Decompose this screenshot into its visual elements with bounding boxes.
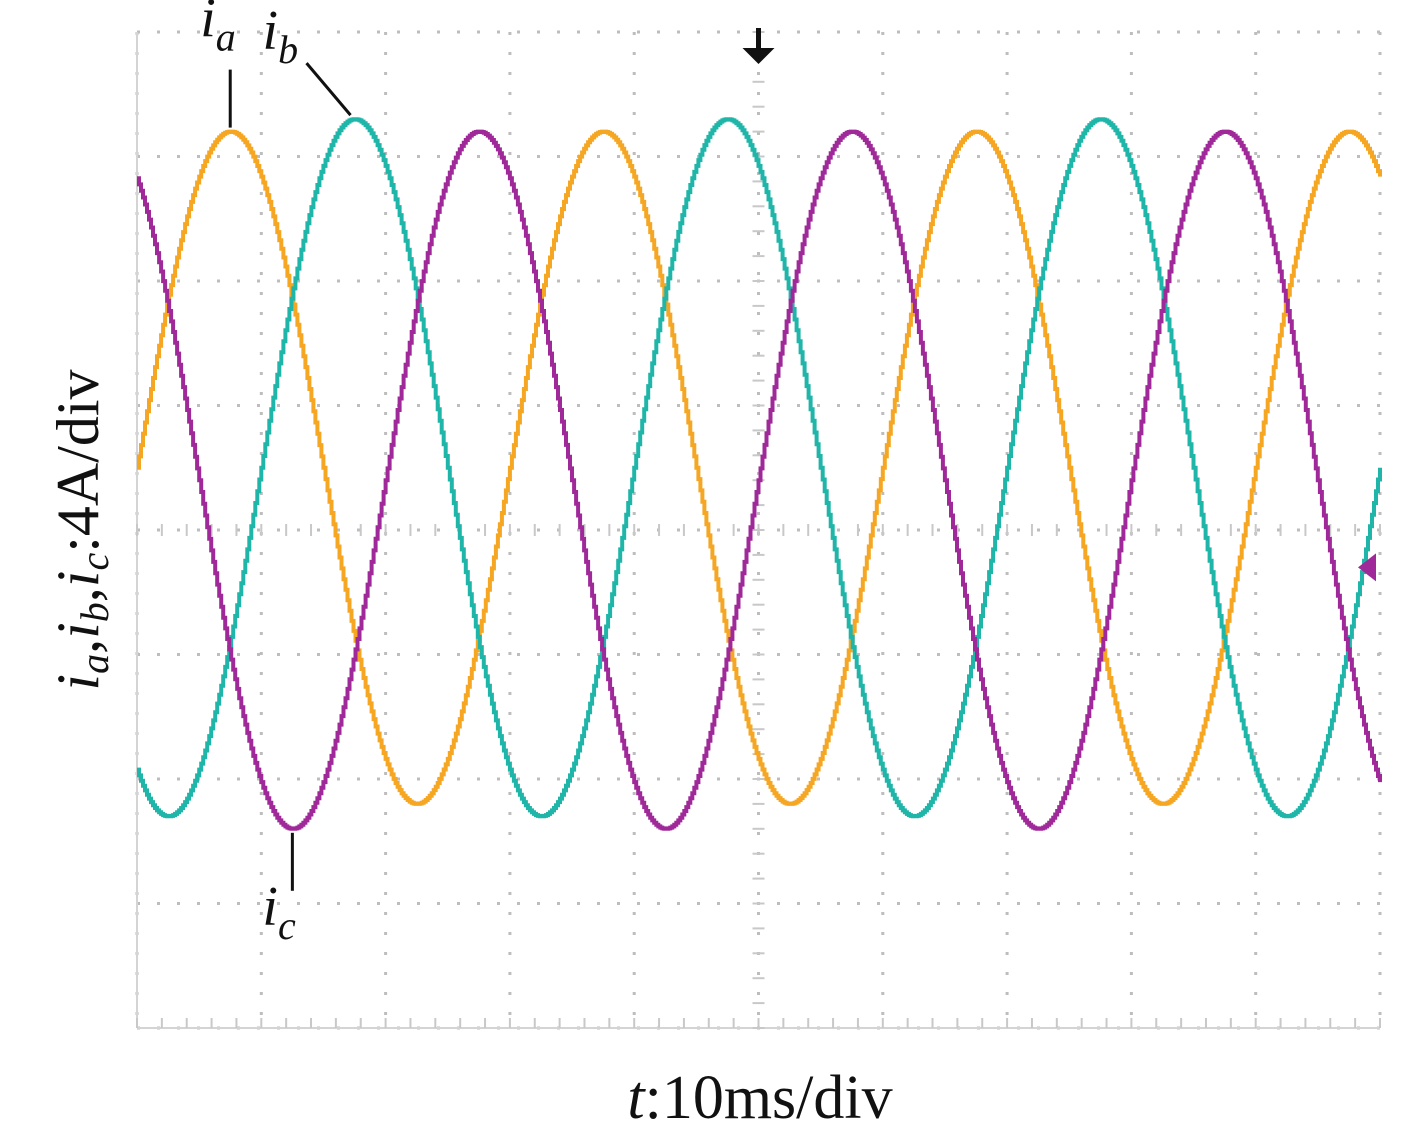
trace-ic xyxy=(137,129,1382,831)
ia-label-sub: a xyxy=(216,15,236,60)
trigger-arrow-icon xyxy=(742,48,775,64)
ia-label: ia xyxy=(200,0,236,60)
ib-label-main: i xyxy=(263,0,279,62)
ic-label: ic xyxy=(262,876,296,948)
traces xyxy=(137,117,1382,831)
ia-label-main: i xyxy=(200,0,216,50)
x-axis-label: t:10ms/div xyxy=(627,1064,892,1132)
ib-label: ib xyxy=(263,0,299,72)
ic-label-sub: c xyxy=(278,903,296,948)
trace-ia xyxy=(137,129,1382,806)
ib-label-sub: b xyxy=(278,27,298,72)
scope-markers xyxy=(742,28,1376,582)
ic-label-main: i xyxy=(262,876,278,938)
ib-leader xyxy=(305,62,352,117)
y-axis-label: ia,ib,ic:4A/div xyxy=(45,369,117,690)
trace-ib xyxy=(137,117,1382,819)
level-marker-icon xyxy=(1358,553,1376,582)
